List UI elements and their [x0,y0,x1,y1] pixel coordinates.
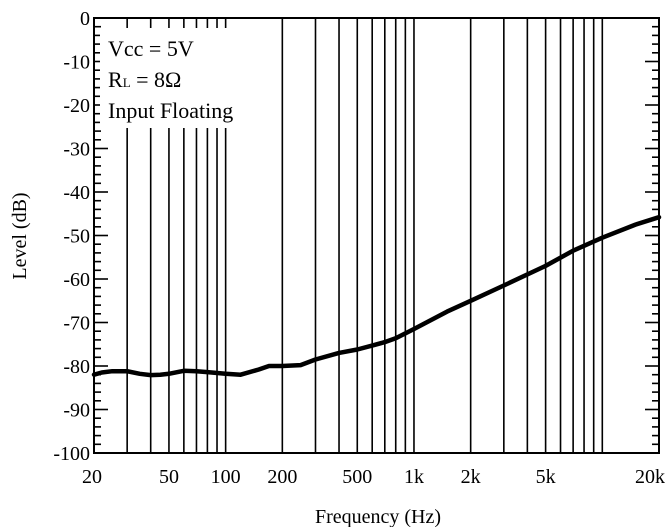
x-tick-label: 2k [461,466,481,488]
x-tick-label: 20k [635,466,665,488]
y-tick-label: -30 [63,139,90,161]
x-tick-label: 50 [159,466,179,488]
x-tick-label: 1k [404,466,424,488]
x-tick-label: 200 [267,466,297,488]
y-axis-label: Level (dB) [9,192,31,279]
series-layer [91,214,662,378]
y-tick-label: -100 [53,443,90,465]
y-tick-label: -90 [63,400,90,422]
annotation-load: RL = 8Ω [108,67,181,92]
x-tick-label: 20 [82,466,102,488]
plot-frame [93,17,660,454]
x-tick-label: 5k [536,466,556,488]
x-axis-ticks: 20 50 100 200 500 1k 2k 5k 20k [82,466,665,488]
x-axis-label: Frequency (Hz) [315,506,441,527]
y-tick-label: 0 [80,8,90,30]
annotation-vcc: Vcc = 5V [108,36,194,61]
annotation-load-value: = 8Ω [131,67,182,92]
y-tick-label: -50 [63,226,90,248]
y-axis-ticks: 0 -10 -20 -30 -40 -50 -60 -70 -80 -90 -100 [53,8,659,465]
annotation-box [100,28,258,128]
x-tick-label: 500 [342,466,372,488]
annotation-input: Input Floating [108,98,233,123]
y-tick-label: -60 [63,269,90,291]
y-tick-label: -80 [63,356,90,378]
annotation-load-sub: L [123,75,131,90]
y-tick-label: -40 [63,182,90,204]
x-tick-label: 100 [211,466,241,488]
y-tick-label: -20 [63,95,90,117]
y-tick-label: -10 [63,52,90,74]
annotation-load-r: R [108,67,123,92]
series-line [91,214,662,378]
y-tick-label: -70 [63,313,90,335]
